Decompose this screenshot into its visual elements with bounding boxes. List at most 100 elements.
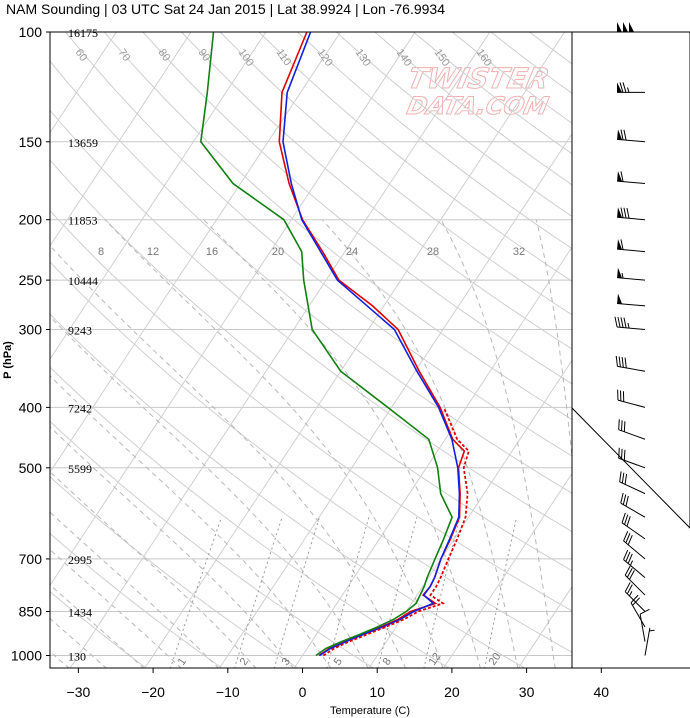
wind-barb xyxy=(639,608,650,642)
dry-adiabat-line xyxy=(50,209,572,612)
wind-barb-full xyxy=(627,553,633,564)
barb-panel-frame xyxy=(571,31,690,529)
wind-barb-flag xyxy=(617,22,622,32)
wind-barb-full xyxy=(626,207,630,219)
wind-barb-full xyxy=(620,129,624,140)
mixing-ratio-label: 3 xyxy=(280,656,293,668)
mixing-ratio-line xyxy=(423,517,461,668)
wind-barb xyxy=(619,471,646,495)
dry-adiabat-line xyxy=(258,32,572,282)
wind-barb-staff xyxy=(639,613,646,642)
isotherm-label: 110 xyxy=(274,47,294,68)
wind-barb-full xyxy=(625,495,629,507)
wind-barb-staff xyxy=(618,457,646,469)
dry-adiabat-line xyxy=(50,591,147,668)
wind-barb xyxy=(617,207,646,221)
wind-barb-full xyxy=(623,129,627,141)
height-label: 16175 xyxy=(68,26,98,40)
wind-barb-staff xyxy=(623,559,646,578)
dry-adiabat-line xyxy=(50,60,572,494)
height-label: 7242 xyxy=(68,401,92,415)
wind-barb-flag xyxy=(617,207,623,218)
wind-barb-full xyxy=(626,584,633,595)
moist-adiabat-line xyxy=(50,426,294,668)
theta-e-label: 8 xyxy=(98,246,104,258)
pressure-tick-label: 150 xyxy=(19,134,43,150)
wind-barb-full xyxy=(626,516,631,527)
isotherm-line xyxy=(144,32,566,668)
isotherm-label: 70 xyxy=(116,47,133,64)
dry-adiabat-line xyxy=(142,32,572,385)
pressure-tick-label: 1000 xyxy=(11,648,42,664)
theta-e-label: 24 xyxy=(346,246,358,258)
wind-barb-full xyxy=(624,357,627,368)
wind-barb-staff xyxy=(618,429,646,440)
wind-barb-full xyxy=(632,597,641,606)
pressure-tick-label: 250 xyxy=(19,272,43,288)
wind-barb xyxy=(623,531,646,560)
height-label: 5599 xyxy=(68,462,92,476)
wind-barb-flag xyxy=(617,129,623,140)
moist-adiabat-line xyxy=(321,219,519,668)
dry-adiabat-line xyxy=(50,532,223,668)
isotherm-label: 80 xyxy=(156,47,173,64)
mixing-ratio-label: 5 xyxy=(332,656,345,668)
twister-data-watermark: TWISTER DATA.COM xyxy=(404,62,553,121)
moist-adiabat-line xyxy=(104,219,444,668)
wind-barb-full xyxy=(624,582,631,592)
wind-barb xyxy=(617,22,645,33)
height-label: 2995 xyxy=(68,553,92,567)
wind-barb-flag xyxy=(617,267,623,279)
mixing-ratio-line xyxy=(326,517,370,668)
moist-adiabat-line xyxy=(203,219,481,668)
wind-barb-full xyxy=(618,419,620,430)
wind-barb xyxy=(624,565,646,596)
wind-barb-full xyxy=(622,494,627,505)
pressure-tick-label: 700 xyxy=(19,551,43,567)
wind-barb-full xyxy=(618,356,621,367)
wind-barb-half xyxy=(621,272,624,279)
wind-barb-half xyxy=(629,591,633,597)
wind-barb-staff xyxy=(621,522,646,540)
wind-barb-full xyxy=(619,471,622,482)
moist-adiabat-line xyxy=(50,584,145,668)
dewpoint-line xyxy=(199,32,453,657)
moist-adiabat-line xyxy=(50,471,257,668)
dry-adiabat-line xyxy=(50,476,299,668)
wind-barb-full xyxy=(621,448,623,460)
wind-barb xyxy=(620,492,646,518)
isotherm-line xyxy=(218,133,572,668)
wind-barb xyxy=(617,389,646,408)
wind-barb-full xyxy=(617,316,621,328)
wind-barb xyxy=(617,129,646,143)
wind-barb-flag xyxy=(617,82,622,93)
wind-barb xyxy=(623,549,646,578)
wind-barb-full xyxy=(620,317,624,328)
moist-adiabat-line xyxy=(535,219,572,462)
wind-barb xyxy=(617,293,646,307)
wind-barb-full xyxy=(627,534,633,545)
isotherm-line xyxy=(50,32,267,360)
wind-barb-full xyxy=(620,239,624,250)
wind-barb-staff xyxy=(617,302,646,307)
wind-barb-half xyxy=(627,322,630,329)
dry-adiabat-line xyxy=(65,32,572,457)
temperature-tick-label: 0 xyxy=(299,684,307,700)
wind-barb-full xyxy=(614,316,618,328)
height-label: 13659 xyxy=(68,136,98,150)
wind-barb xyxy=(617,171,646,185)
temperature-line xyxy=(278,32,466,657)
wind-barb-staff xyxy=(617,326,646,330)
mixing-ratio-line xyxy=(484,517,518,668)
wind-barb xyxy=(615,355,646,372)
dry-adiabat-line xyxy=(529,32,572,65)
wind-barb-flag xyxy=(629,22,634,32)
dry-adiabat-line xyxy=(50,261,572,653)
wind-barb-full xyxy=(624,565,631,576)
isotherm-label: 90 xyxy=(196,47,213,64)
dry-adiabat-line xyxy=(50,313,526,668)
pressure-tick-label: 300 xyxy=(19,321,43,337)
wind-barb-full xyxy=(623,549,629,560)
wind-barb-staff xyxy=(617,399,646,408)
